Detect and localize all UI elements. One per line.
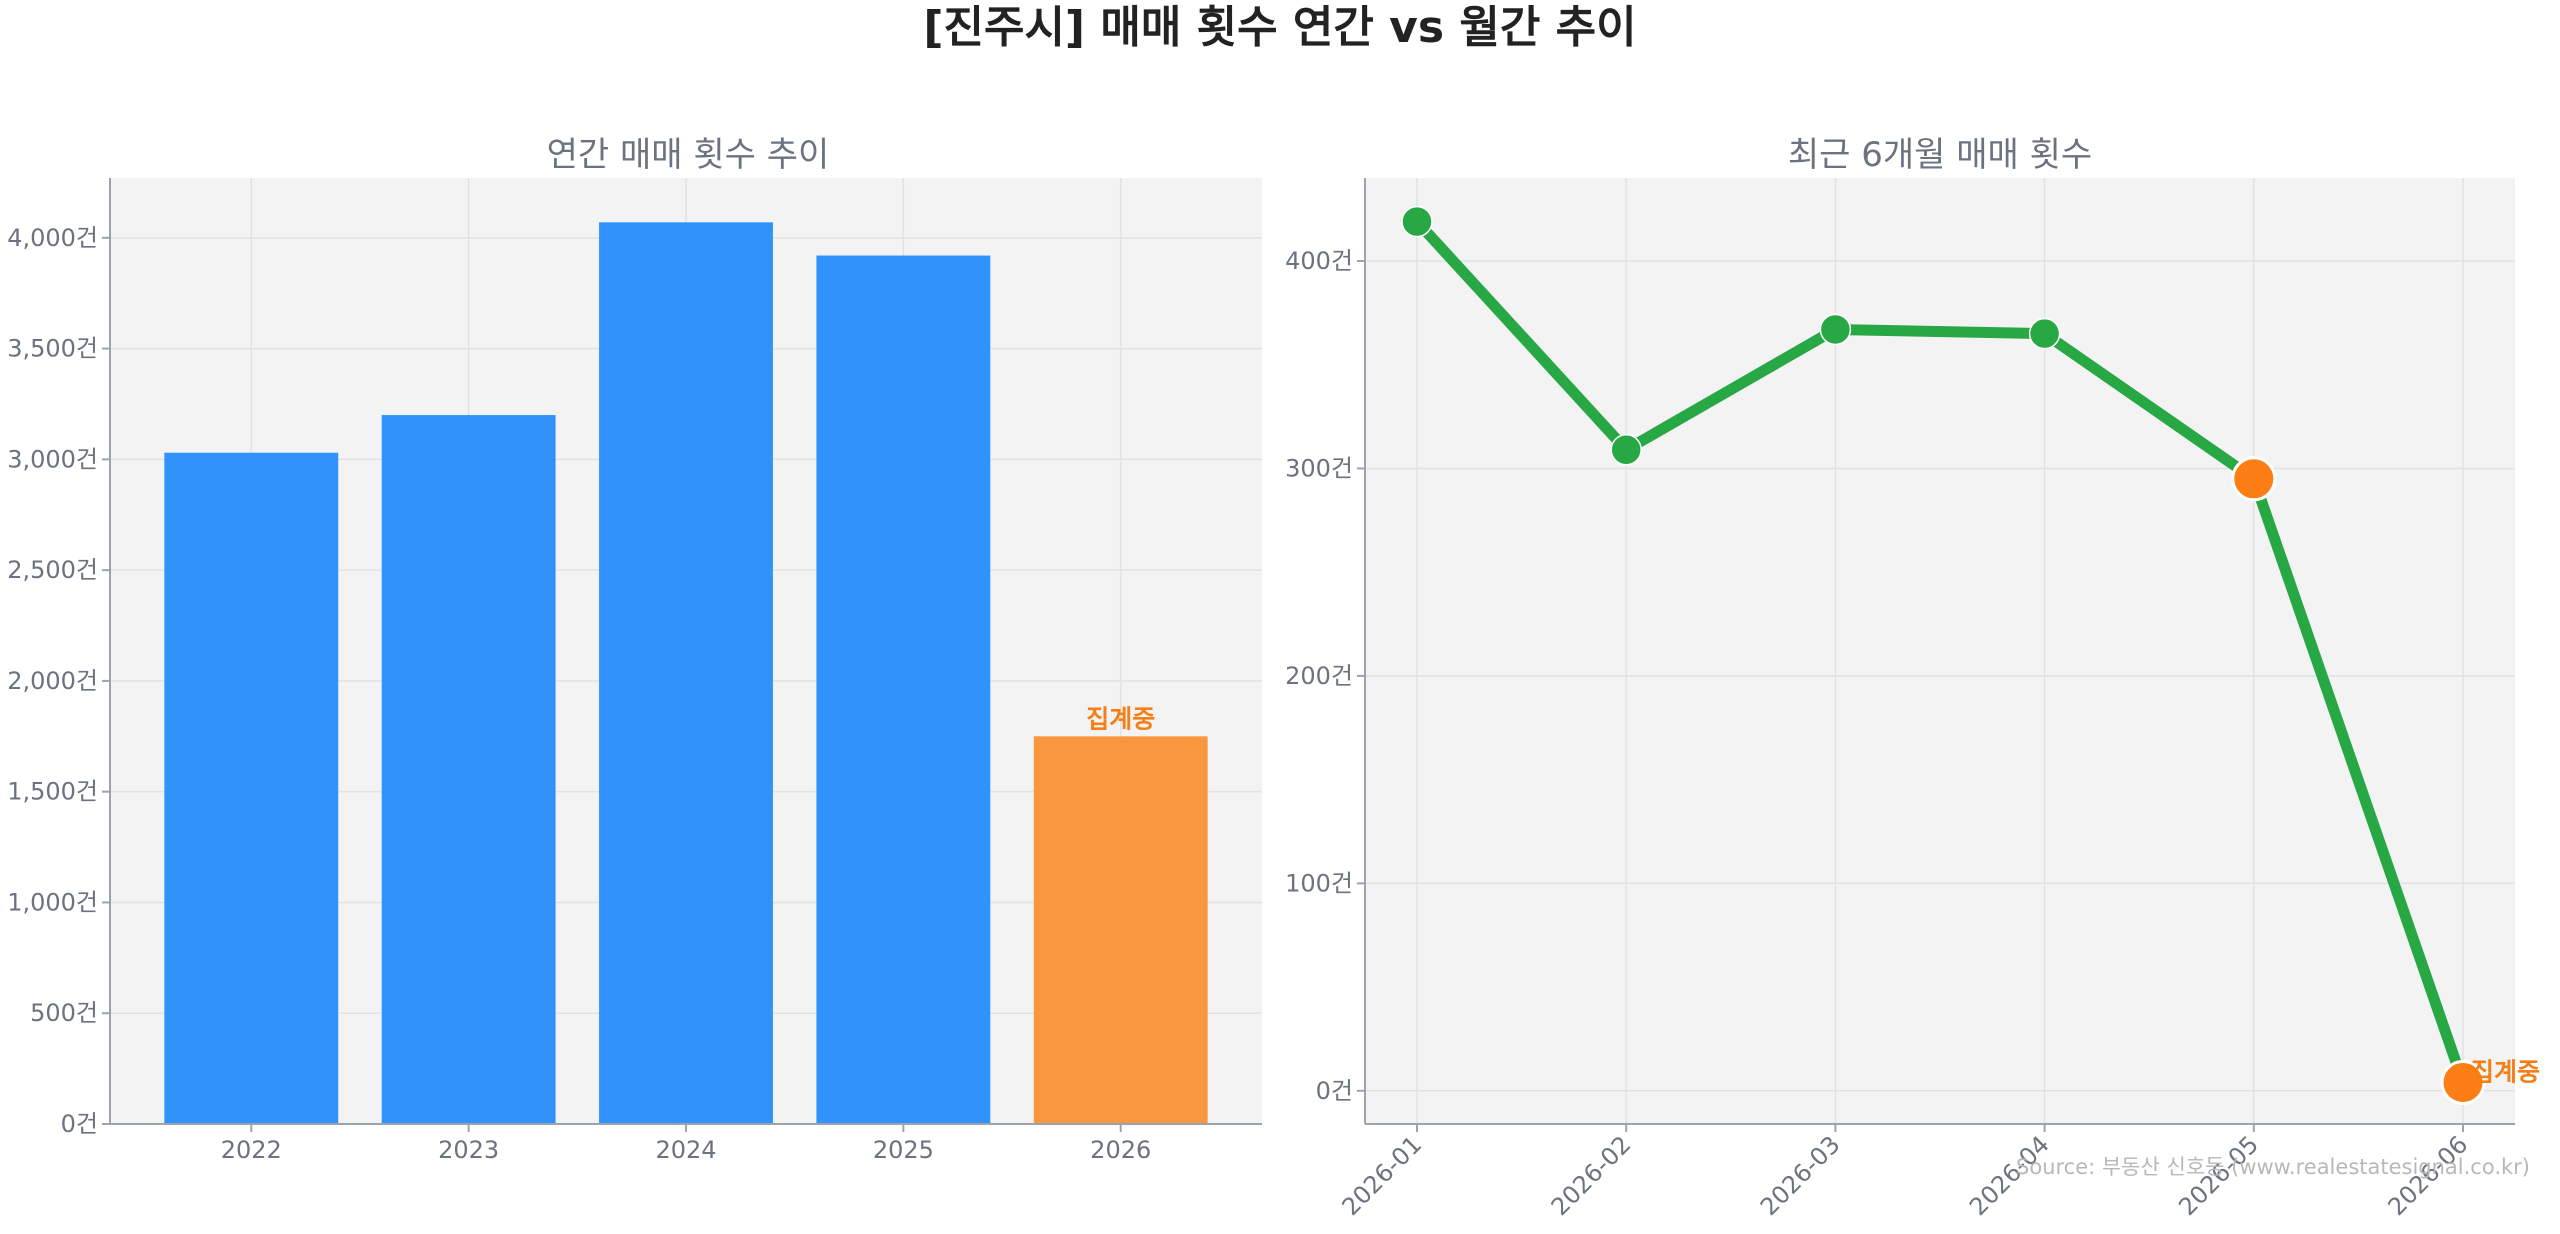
- line-point-2026-03: [1819, 313, 1852, 346]
- line-plot-area: [1365, 178, 2515, 1124]
- bar-y-tick-label: 500건: [30, 999, 98, 1027]
- line-x-tick-label: 2026-02: [1546, 1130, 1637, 1221]
- bar-series: [164, 222, 1208, 1125]
- line-series: [1401, 205, 2486, 1106]
- monthly-line-chart: 최근 6개월 매매 횟수 0건 100건 200건 300건 400건 2026-01 2…: [1285, 135, 2540, 1221]
- bar-x-tick-label: 2025: [873, 1136, 934, 1164]
- bar-x-tick-label: 2023: [438, 1136, 499, 1164]
- line-series-path: [1411, 216, 2469, 1089]
- bar-y-tick-label: 4,000건: [7, 224, 98, 252]
- bar-y-tick-label: 2,000건: [7, 667, 98, 695]
- bar-2022: [164, 452, 339, 1124]
- line-x-tick-label: 2026-01: [1337, 1130, 1428, 1221]
- line-point-2026-04: [2028, 317, 2061, 350]
- line-y-axis-ticks: 0건 100건 200건 300건 400건: [1285, 247, 1365, 1105]
- bar-x-axis-ticks: 2022 2023 2024 2025 2026: [221, 1124, 1151, 1164]
- line-y-tick-label: 100건: [1285, 869, 1353, 897]
- bar-y-tick-label: 3,000건: [7, 445, 98, 473]
- line-point-2026-01: [1401, 205, 1433, 238]
- line-partial-note: 집계중: [2471, 1058, 2540, 1087]
- bar-y-tick-label: 3,500건: [7, 335, 98, 363]
- line-y-tick-label: 200건: [1285, 662, 1353, 690]
- bar-y-axis-ticks: 0건 500건 1,000건 1,500건 2,000건 2,500건 3,000건 3,50…: [7, 224, 110, 1138]
- line-point-2026-06: [2440, 1060, 2486, 1106]
- bar-x-tick-label: 2024: [655, 1136, 716, 1164]
- bar-2024: [599, 222, 773, 1124]
- annual-bar-chart: 연간 매매 횟수 추이 0건 500건 1,000건 1,500건 2,000건 2,50…: [7, 135, 1262, 1164]
- bar-x-tick-label: 2026: [1090, 1136, 1151, 1164]
- line-y-tick-label: 0건: [1316, 1077, 1353, 1105]
- bar-2023: [381, 415, 556, 1125]
- bar-y-tick-label: 2,500건: [7, 556, 98, 584]
- line-point-2026-02: [1610, 434, 1642, 466]
- line-y-tick-label: 300건: [1285, 454, 1353, 482]
- line-chart-title: 최근 6개월 매매 횟수: [1788, 135, 2092, 175]
- source-credit: Source: 부동산 신호등 (www.realestatesignal.co…: [2016, 1155, 2530, 1179]
- bar-y-tick-label: 0건: [61, 1110, 98, 1138]
- bar-x-tick-label: 2022: [221, 1136, 282, 1164]
- bar-2026: [1033, 736, 1208, 1124]
- bar-partial-note: 집계중: [1086, 704, 1155, 733]
- bar-y-tick-label: 1,500건: [7, 778, 98, 806]
- figure-title: [진주시] 매매 횟수 연간 vs 월간 추이: [923, 2, 1636, 53]
- bar-chart-title: 연간 매매 횟수 추이: [547, 135, 830, 175]
- line-y-tick-label: 400건: [1285, 247, 1353, 275]
- bar-2025: [816, 255, 991, 1124]
- line-point-2026-05: [2231, 456, 2277, 502]
- line-x-tick-label: 2026-03: [1755, 1130, 1846, 1221]
- bar-y-tick-label: 1,000건: [7, 888, 98, 916]
